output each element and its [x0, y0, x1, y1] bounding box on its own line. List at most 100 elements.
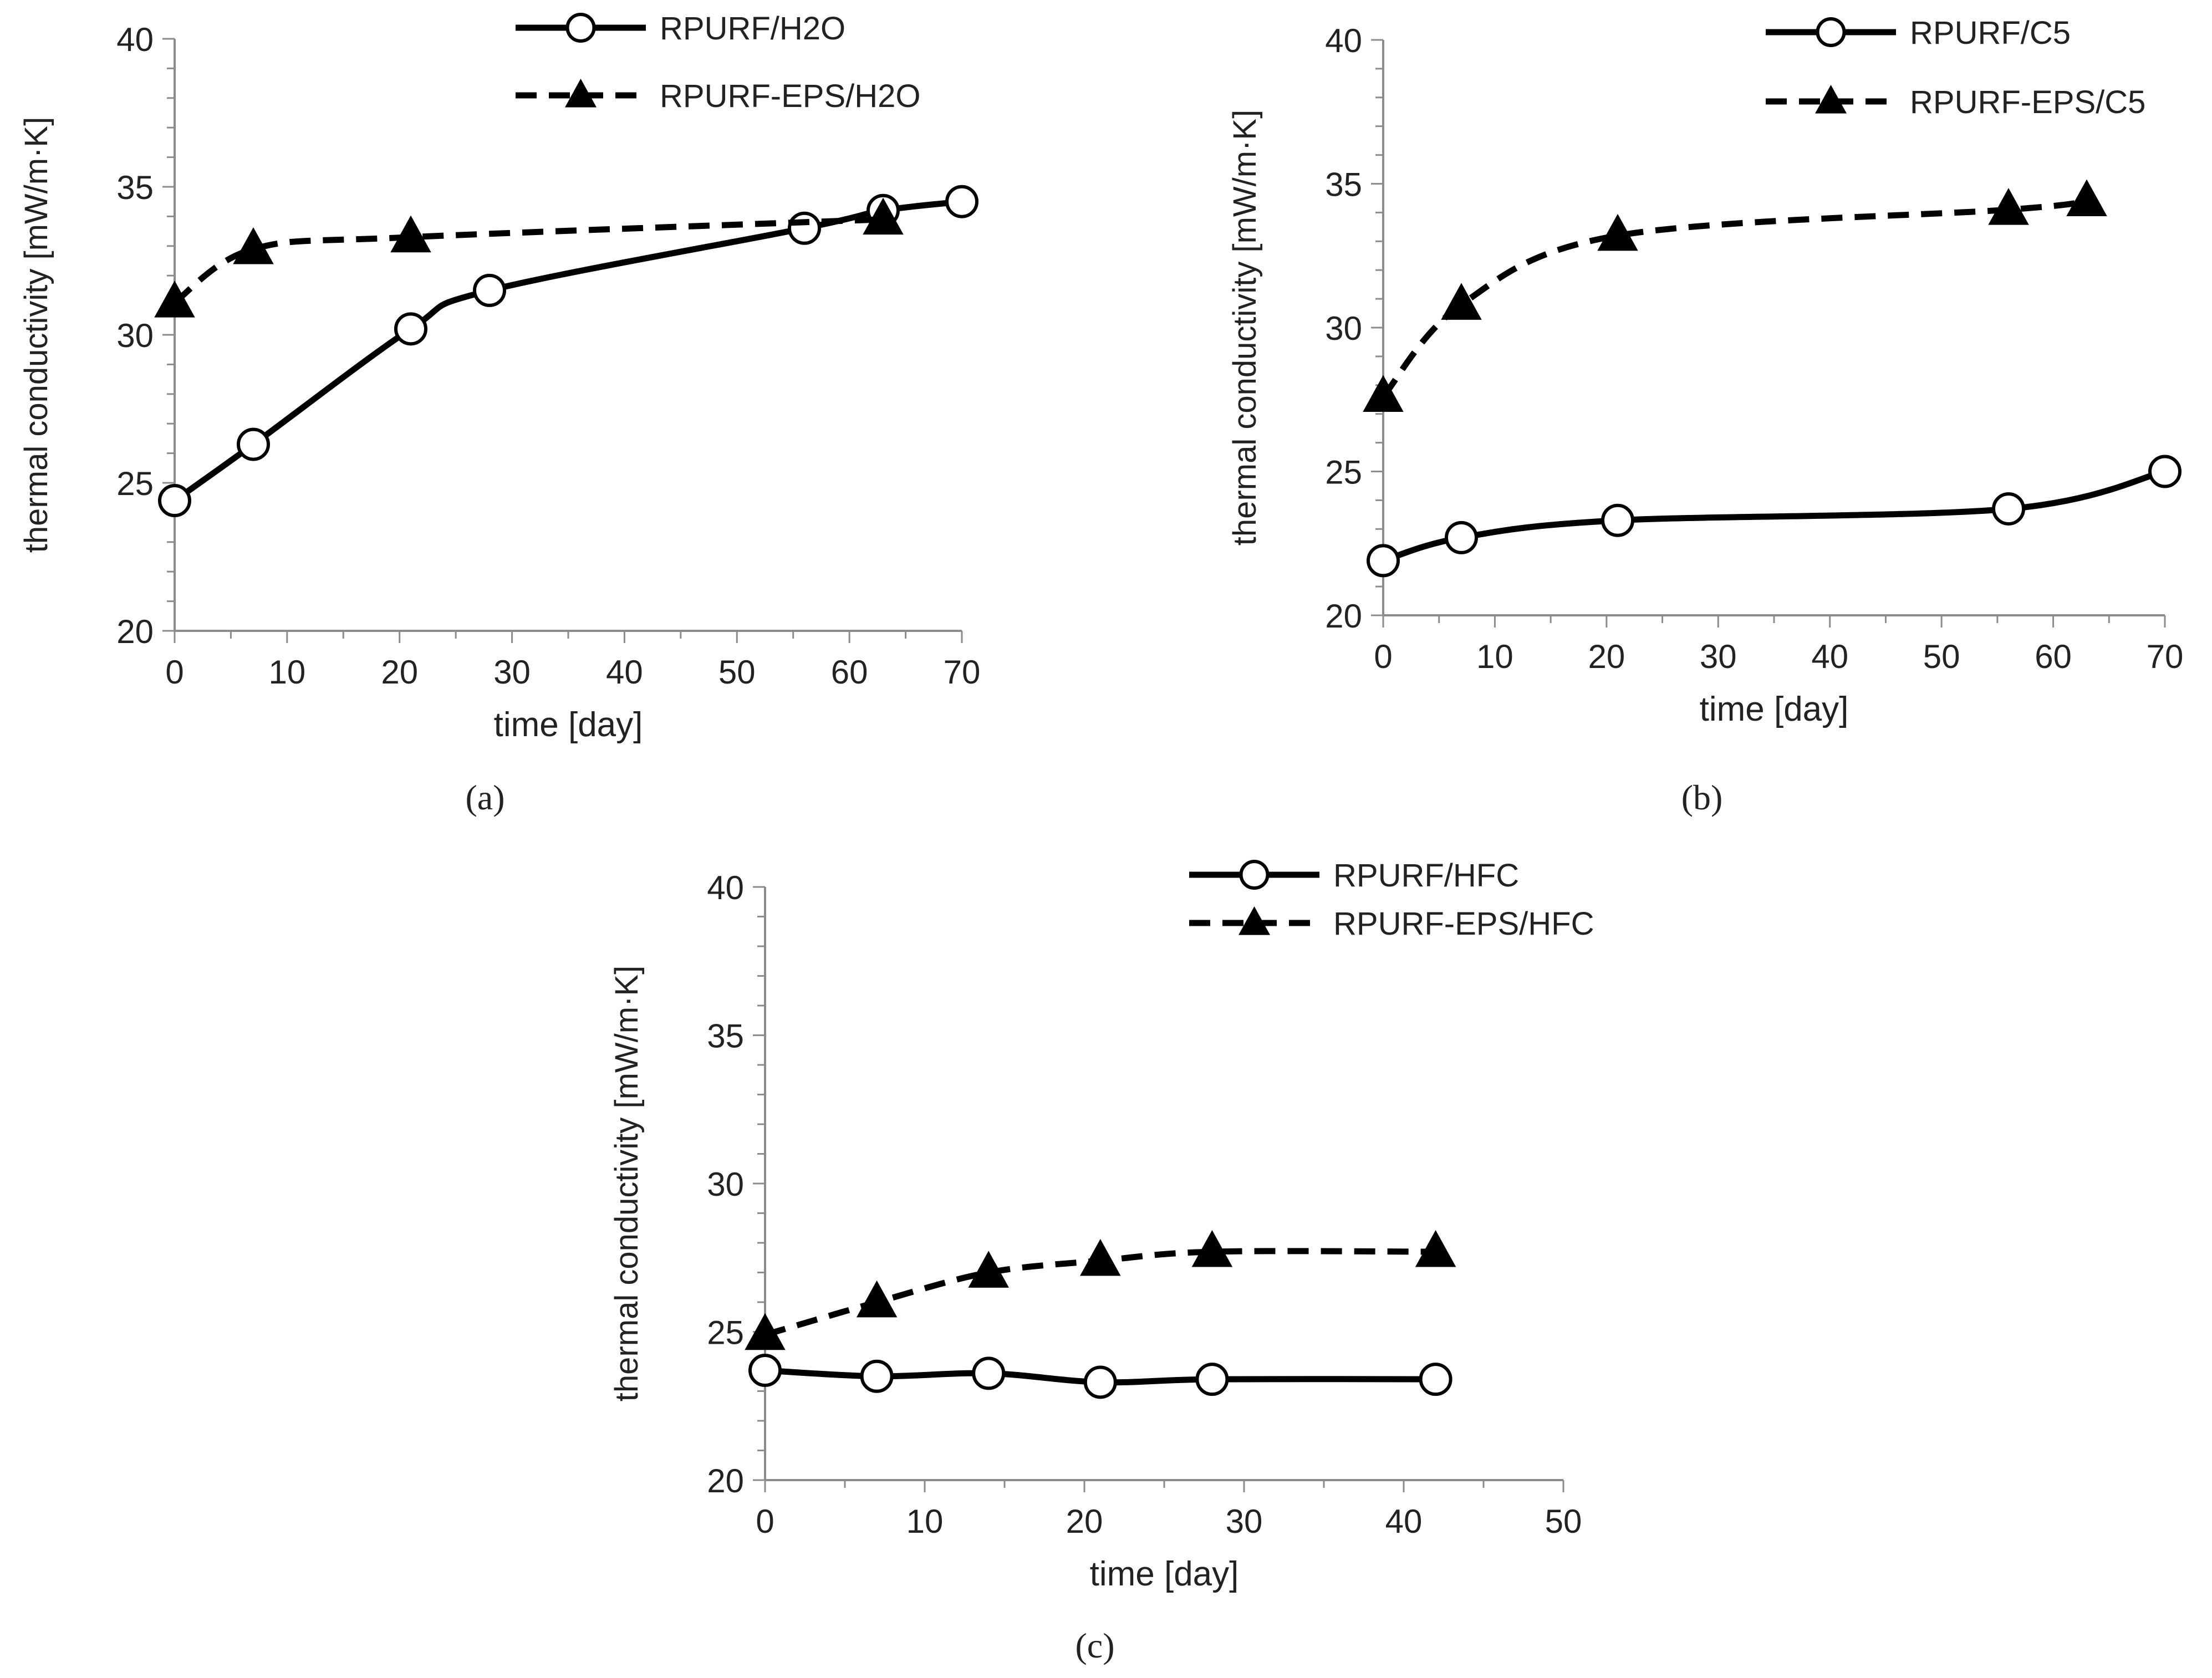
series-line	[1380, 198, 2087, 399]
y-tick-label: 25	[707, 1314, 744, 1351]
legend-label: RPURF/C5	[1910, 15, 2071, 51]
data-point-circle	[972, 1356, 1006, 1390]
data-point-circle	[158, 484, 191, 518]
y-tick-label: 40	[116, 21, 154, 58]
x-axis-title: time [day]	[1700, 690, 1849, 728]
data-point-triangle	[233, 227, 274, 264]
x-axis-title: time [day]	[1090, 1555, 1239, 1593]
panel-label: (b)	[1681, 778, 1723, 817]
data-point-triangle	[1597, 213, 1638, 251]
y-tick-label: 30	[116, 317, 154, 354]
data-point-triangle	[1191, 1230, 1233, 1267]
data-point-circle	[1195, 1363, 1229, 1396]
x-tick-label: 30	[493, 654, 531, 691]
x-tick-label: 10	[268, 654, 305, 691]
data-point-circle	[473, 273, 506, 307]
chart-panel-b: 20 25 30 35 40 0 10 20 30 40 50 60 70 time [day] therm…	[1227, 15, 2183, 817]
data-point-circle	[1367, 544, 1400, 578]
legend-marker-circle	[565, 13, 596, 43]
series-circles	[158, 185, 978, 518]
data-point-triangle	[863, 197, 904, 235]
legend-marker-circle	[1239, 860, 1270, 890]
x-tick-label: 0	[756, 1503, 774, 1540]
data-point-circle	[788, 211, 821, 245]
series-circles	[748, 1354, 1452, 1399]
series-triangles	[154, 197, 904, 318]
panel-label: (c)	[1075, 1626, 1114, 1665]
x-tick-label: 50	[1545, 1503, 1582, 1540]
x-tick-label: 10	[1476, 638, 1513, 675]
data-point-triangle	[154, 280, 195, 318]
data-point-triangle	[1441, 283, 1482, 320]
y-tick-label: 40	[707, 869, 744, 906]
data-point-circle	[1992, 492, 2025, 526]
panel-label: (a)	[465, 778, 504, 817]
y-tick-label: 35	[1325, 166, 1362, 203]
series-triangles	[745, 1230, 1456, 1350]
data-point-circle	[237, 427, 270, 461]
legend-label: RPURF-EPS/H2O	[660, 78, 921, 114]
y-axis-title: thermal conductivity [mW/m·K]	[609, 966, 645, 1401]
x-tick-label: 60	[2035, 638, 2072, 675]
series-triangles	[1363, 179, 2107, 412]
data-point-circle	[1083, 1365, 1117, 1399]
data-point-circle	[748, 1354, 782, 1388]
y-tick-label: 20	[707, 1462, 744, 1500]
series-circles	[1367, 455, 2182, 578]
data-point-circle	[945, 185, 978, 218]
x-tick-label: 50	[718, 654, 756, 691]
x-tick-label: 50	[1923, 638, 1960, 675]
data-point-triangle	[1415, 1230, 1456, 1267]
chart-panel-a: 20 25 30 35 40 0 10 20 30 40 50 60 70 time [day] therm…	[18, 11, 980, 817]
data-point-triangle	[1080, 1238, 1121, 1276]
y-tick-label: 30	[707, 1166, 744, 1203]
y-tick-label: 20	[1325, 598, 1362, 635]
x-tick-label: 40	[1811, 638, 1848, 675]
legend-marker-triangle	[565, 79, 597, 108]
y-tick-label: 30	[1325, 310, 1362, 347]
x-tick-label: 0	[1374, 638, 1392, 675]
x-tick-label: 10	[906, 1503, 944, 1540]
x-tick-label: 70	[2147, 638, 2184, 675]
data-point-circle	[860, 1359, 894, 1393]
data-point-triangle	[1988, 188, 2029, 225]
x-tick-label: 60	[831, 654, 868, 691]
data-point-circle	[1419, 1363, 1452, 1396]
data-point-triangle	[2066, 179, 2107, 217]
legend-label: RPURF-EPS/HFC	[1333, 906, 1594, 942]
y-axis-title: thermal conductivity [mW/m·K]	[1227, 110, 1263, 545]
y-tick-label: 35	[707, 1018, 744, 1055]
data-point-triangle	[390, 215, 431, 253]
x-axis-title: time [day]	[494, 706, 643, 744]
legend-marker-circle	[1816, 17, 1846, 47]
y-axis-title: thermal conductivity [mW/m·K]	[18, 117, 54, 553]
legend-marker-triangle	[1238, 906, 1270, 935]
x-tick-label: 20	[1066, 1503, 1103, 1540]
y-tick-label: 35	[116, 169, 154, 206]
data-point-triangle	[968, 1251, 1009, 1288]
y-tick-label: 25	[116, 465, 154, 502]
x-tick-label: 30	[1226, 1503, 1263, 1540]
x-tick-label: 70	[944, 654, 981, 691]
x-tick-label: 20	[1588, 638, 1625, 675]
data-point-triangle	[856, 1280, 898, 1318]
legend-label: RPURF/HFC	[1333, 858, 1519, 894]
series-line	[172, 198, 962, 503]
y-tick-label: 20	[116, 613, 154, 650]
y-tick-label: 25	[1325, 454, 1362, 491]
legend-label: RPURF-EPS/C5	[1910, 84, 2145, 120]
x-tick-label: 0	[165, 654, 184, 691]
x-tick-label: 30	[1700, 638, 1737, 675]
series-line	[1382, 468, 2166, 564]
data-point-circle	[394, 312, 427, 346]
x-tick-label: 40	[1385, 1503, 1423, 1540]
data-point-triangle	[745, 1313, 786, 1350]
data-point-triangle	[1363, 375, 1404, 412]
chart-panel-c: 20 25 30 35 40 0 10 20 30 40 50 time [day] thermal c…	[609, 858, 1594, 1665]
x-tick-label: 20	[381, 654, 418, 691]
legend-label: RPURF/H2O	[660, 11, 845, 47]
y-tick-label: 40	[1325, 22, 1362, 59]
data-point-circle	[2148, 455, 2182, 488]
legend-marker-triangle	[1815, 85, 1847, 114]
